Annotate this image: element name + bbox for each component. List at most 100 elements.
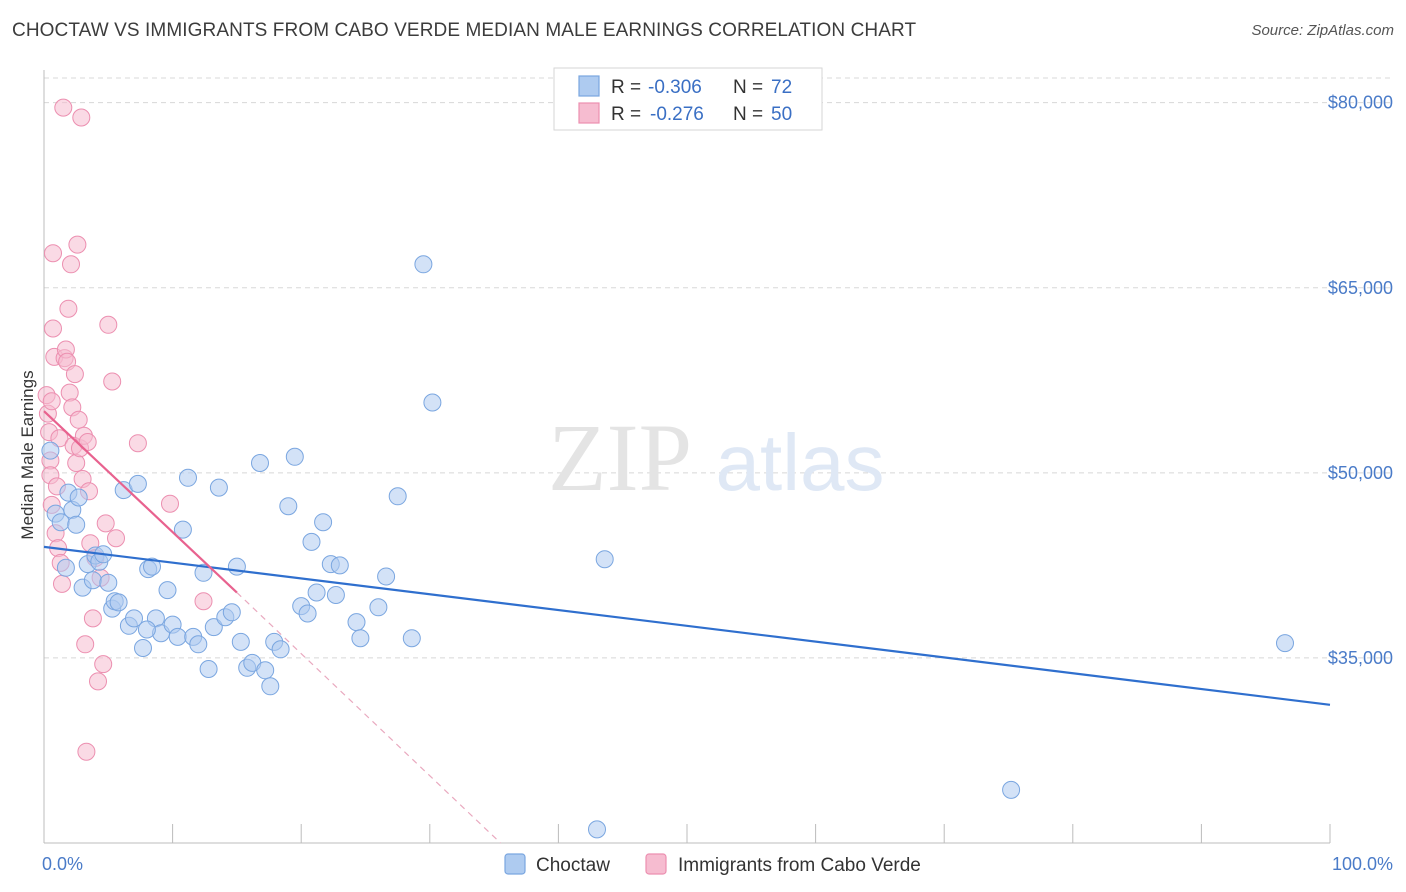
trend-lines: [43, 410, 1331, 844]
blue-point-62: [377, 567, 396, 586]
blue-point-57: [326, 586, 345, 604]
blue-point-65: [414, 255, 433, 274]
blue-point-34: [194, 563, 213, 582]
pink-point-25: [65, 365, 84, 384]
legend-blue-n-label: N =: [733, 77, 763, 98]
y-tick-label-2: $65,000: [1328, 278, 1393, 298]
blue-point-55: [314, 513, 333, 532]
y-axis-label: Median Male Earnings: [18, 370, 37, 539]
pink-point-47: [128, 434, 147, 453]
blue-point-67: [595, 550, 614, 569]
blue-point-64: [402, 629, 421, 648]
pink-point-8: [44, 244, 62, 263]
legend-blue-r-value: -0.306: [648, 77, 702, 98]
pink-point-15: [53, 574, 71, 593]
series-legend: Choctaw Immigrants from Cabo Verde: [504, 853, 921, 876]
pink-point-45: [103, 372, 122, 391]
blue-point-54: [307, 583, 326, 602]
pink-point-46: [107, 529, 125, 548]
pink-point-7: [44, 319, 62, 338]
legend-cabo-verde-label: Immigrants from Cabo Verde: [678, 855, 921, 876]
watermark-atlas: atlas: [716, 418, 885, 507]
legend-blue-n-value: 72: [771, 77, 792, 98]
legend-pink-n-label: N =: [733, 104, 763, 125]
y-tick-label-0: $35,000: [1328, 648, 1393, 668]
watermark-zip: ZIP: [548, 404, 692, 511]
blue-point-30: [173, 520, 192, 539]
pink-point-16: [54, 98, 73, 117]
pink-point-43: [96, 514, 115, 533]
blue-point-27: [158, 581, 177, 600]
blue-trend-line: [43, 545, 1331, 706]
y-tick-labels: $35,000 $50,000 $65,000 $80,000: [1328, 93, 1393, 668]
blue-point-50: [285, 447, 304, 466]
pink-point-44: [99, 315, 118, 334]
pink-point-33: [76, 635, 95, 654]
pink-point-28: [69, 410, 88, 429]
blue-point-53: [302, 532, 321, 551]
blue-point-29: [168, 627, 187, 646]
blue-point-52: [298, 604, 317, 623]
legend-pink-r-label: R =: [611, 104, 641, 125]
blue-point-10: [83, 571, 102, 590]
blue-point-14: [99, 573, 118, 592]
blue-point-45: [256, 661, 275, 680]
pink-point-48: [161, 494, 179, 513]
blue-point-70: [588, 820, 606, 839]
pink-trend-line: [43, 410, 238, 594]
blue-point-60: [351, 629, 370, 648]
legend-pink-swatch: [578, 102, 600, 124]
blue-point-69: [1276, 634, 1294, 653]
pink-point-20: [59, 299, 78, 318]
x-tick-labels: 0.0% 100.0%: [42, 854, 1393, 874]
blue-point-24: [143, 557, 161, 576]
y-tick-label-3: $80,000: [1328, 93, 1393, 113]
x-tick-label-1: 100.0%: [1332, 854, 1393, 874]
blue-point-66: [423, 393, 442, 412]
legend-choctaw-label: Choctaw: [536, 855, 610, 876]
pink-point-34: [77, 742, 96, 761]
pink-point-38: [83, 609, 102, 628]
watermark: ZIP atlas: [548, 404, 884, 511]
blue-point-35: [199, 660, 218, 678]
y-tick-label-1: $50,000: [1328, 463, 1393, 483]
pink-point-13: [50, 429, 69, 448]
blue-point-48: [271, 640, 290, 659]
blue-point-59: [347, 613, 366, 632]
blue-point-31: [179, 468, 197, 487]
legend-pink-n-value: 50: [771, 104, 792, 125]
pink-point-49: [194, 592, 213, 611]
blue-point-6: [67, 515, 86, 534]
blue-point-49: [279, 497, 298, 516]
blue-point-71: [137, 620, 156, 639]
legend-choctaw-swatch: [504, 853, 526, 875]
blue-point-20: [125, 609, 143, 628]
blue-point-3: [56, 558, 75, 577]
blue-point-58: [330, 556, 349, 575]
pink-point-40: [89, 672, 107, 691]
source-label: Source: ZipAtlas.com: [1251, 22, 1394, 39]
blue-point-68: [1002, 780, 1021, 799]
blue-point-40: [227, 557, 246, 576]
blue-point-0: [41, 441, 60, 460]
pink-point-27: [68, 235, 87, 254]
x-tick-label-0: 0.0%: [42, 854, 83, 874]
pink-point-42: [94, 655, 113, 674]
chart-title: CHOCTAW VS IMMIGRANTS FROM CABO VERDE ME…: [12, 20, 917, 41]
pink-trend-extension: [236, 592, 501, 844]
blue-point-44: [251, 454, 269, 472]
blue-point-61: [369, 598, 388, 617]
blue-point-21: [128, 474, 147, 493]
legend-blue-swatch: [578, 75, 600, 97]
blue-point-46: [261, 677, 280, 696]
legend-cabo-verde-swatch: [645, 853, 667, 875]
blue-point-41: [231, 632, 250, 651]
pink-point-6: [42, 392, 61, 411]
pink-point-26: [67, 454, 86, 472]
blue-series-points: [41, 255, 1294, 839]
legend-pink-r-value: -0.276: [650, 104, 704, 125]
stats-legend: R = -0.306 N = 72 R = -0.276 N = 50: [553, 67, 823, 131]
blue-point-33: [189, 635, 208, 654]
legend-blue-r-label: R =: [611, 77, 641, 98]
